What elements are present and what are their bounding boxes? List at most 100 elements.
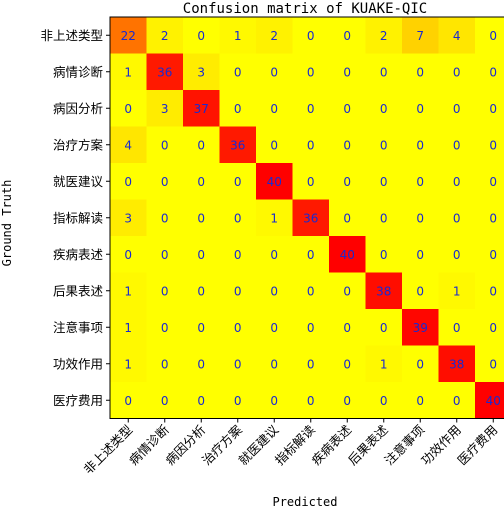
heatmap-cell — [256, 126, 293, 164]
heatmap-cell — [292, 126, 330, 164]
heatmap-cell — [438, 126, 476, 164]
cell-value: 0 — [453, 175, 461, 189]
heatmap-cell — [110, 345, 147, 383]
heatmap-cell — [292, 17, 330, 54]
cell-value: 0 — [161, 138, 169, 152]
cell-value: 0 — [343, 102, 351, 116]
heatmap-cell — [219, 382, 257, 419]
cell-value: 0 — [161, 175, 169, 189]
cell-value: 2 — [161, 29, 169, 43]
cell-value: 0 — [307, 357, 315, 371]
cell-value: 0 — [270, 248, 278, 262]
y-tick-label: 疾病表述 — [53, 247, 104, 262]
cell-value: 40 — [340, 248, 355, 262]
cell-value: 0 — [343, 175, 351, 189]
heatmap-cell — [329, 163, 366, 200]
cell-value: 0 — [416, 175, 424, 189]
heatmap-cell — [365, 17, 403, 54]
heatmap-cell — [329, 53, 366, 91]
heatmap-cell — [475, 272, 504, 310]
heatmap-cell — [110, 199, 147, 237]
cell-value: 0 — [161, 284, 169, 298]
cell-value: 0 — [416, 138, 424, 152]
cell-value: 0 — [343, 65, 351, 79]
cell-value: 36 — [157, 65, 172, 79]
heatmap-cell — [110, 163, 147, 200]
y-tick-label: 就医建议 — [53, 174, 104, 189]
y-tick-label: 病情诊断 — [53, 64, 103, 79]
cell-value: 0 — [197, 175, 205, 189]
cell-value: 3 — [124, 211, 132, 225]
cell-value: 38 — [449, 357, 464, 371]
cell-value: 0 — [416, 211, 424, 225]
heatmap-cell — [219, 309, 257, 346]
heatmap-cell — [402, 345, 439, 383]
cell-value: 0 — [307, 175, 315, 189]
heatmap-cell — [365, 90, 403, 127]
heatmap-cell — [365, 345, 403, 383]
heatmap-cell — [402, 382, 439, 419]
cell-value: 0 — [197, 394, 205, 408]
heatmap-cell — [219, 126, 257, 164]
heatmap-cell — [329, 199, 366, 237]
cell-value: 0 — [380, 175, 388, 189]
cell-value: 0 — [270, 102, 278, 116]
cell-value: 0 — [489, 29, 497, 43]
cell-value: 0 — [270, 138, 278, 152]
heatmap-cell — [183, 126, 220, 164]
cell-value: 22 — [121, 29, 136, 43]
heatmap-cell — [438, 382, 476, 419]
cell-value: 0 — [307, 65, 315, 79]
cell-value: 0 — [453, 394, 461, 408]
cell-value: 0 — [380, 394, 388, 408]
cell-value: 0 — [124, 248, 132, 262]
heatmap-cell — [292, 163, 330, 200]
cell-value: 0 — [343, 357, 351, 371]
cell-value: 3 — [161, 102, 169, 116]
cell-value: 7 — [416, 29, 424, 43]
y-tick-labels: 非上述类型病情诊断病因分析治疗方案就医建议指标解读疾病表述后果表述注意事项功效作… — [40, 28, 110, 408]
heatmap-cell — [365, 53, 403, 91]
heatmap-cell — [183, 199, 220, 237]
heatmap-cell — [402, 309, 439, 346]
heatmap-cell — [110, 382, 147, 419]
cell-value: 0 — [489, 357, 497, 371]
cell-value: 0 — [380, 65, 388, 79]
cell-value: 0 — [380, 102, 388, 116]
cell-value: 1 — [124, 284, 132, 298]
heatmap-cell — [438, 309, 476, 346]
heatmap-cell — [402, 163, 439, 200]
cell-value: 0 — [489, 321, 497, 335]
heatmap-cell — [475, 53, 504, 91]
cell-value: 0 — [489, 284, 497, 298]
heatmap-cell — [438, 272, 476, 310]
heatmap-cell — [256, 53, 293, 91]
heatmap-cell — [146, 126, 184, 164]
heatmap-cell — [183, 236, 220, 273]
cell-value: 0 — [161, 357, 169, 371]
cell-value: 0 — [453, 138, 461, 152]
heatmap-cell — [365, 163, 403, 200]
heatmap-cell — [475, 17, 504, 54]
heatmap-cell — [219, 345, 257, 383]
heatmap-cell — [365, 199, 403, 237]
cell-value: 0 — [343, 284, 351, 298]
cell-value: 0 — [380, 248, 388, 262]
heatmap-cell — [183, 17, 220, 54]
heatmap-cell — [146, 345, 184, 383]
cell-value: 4 — [453, 29, 461, 43]
heatmap-cell — [110, 309, 147, 346]
cell-value: 0 — [197, 29, 205, 43]
chart-title: Confusion matrix of KUAKE-QIC — [183, 1, 427, 17]
heatmap-cell — [365, 382, 403, 419]
y-tick-label: 功效作用 — [53, 356, 103, 371]
cell-value: 0 — [197, 357, 205, 371]
heatmap-cell — [292, 345, 330, 383]
heatmap-cell — [292, 90, 330, 127]
heatmap-cell — [256, 345, 293, 383]
heatmap-cell — [256, 17, 293, 54]
heatmap-cell — [438, 17, 476, 54]
heatmap-cell — [146, 53, 184, 91]
cell-value: 0 — [489, 175, 497, 189]
cell-value: 40 — [486, 394, 501, 408]
